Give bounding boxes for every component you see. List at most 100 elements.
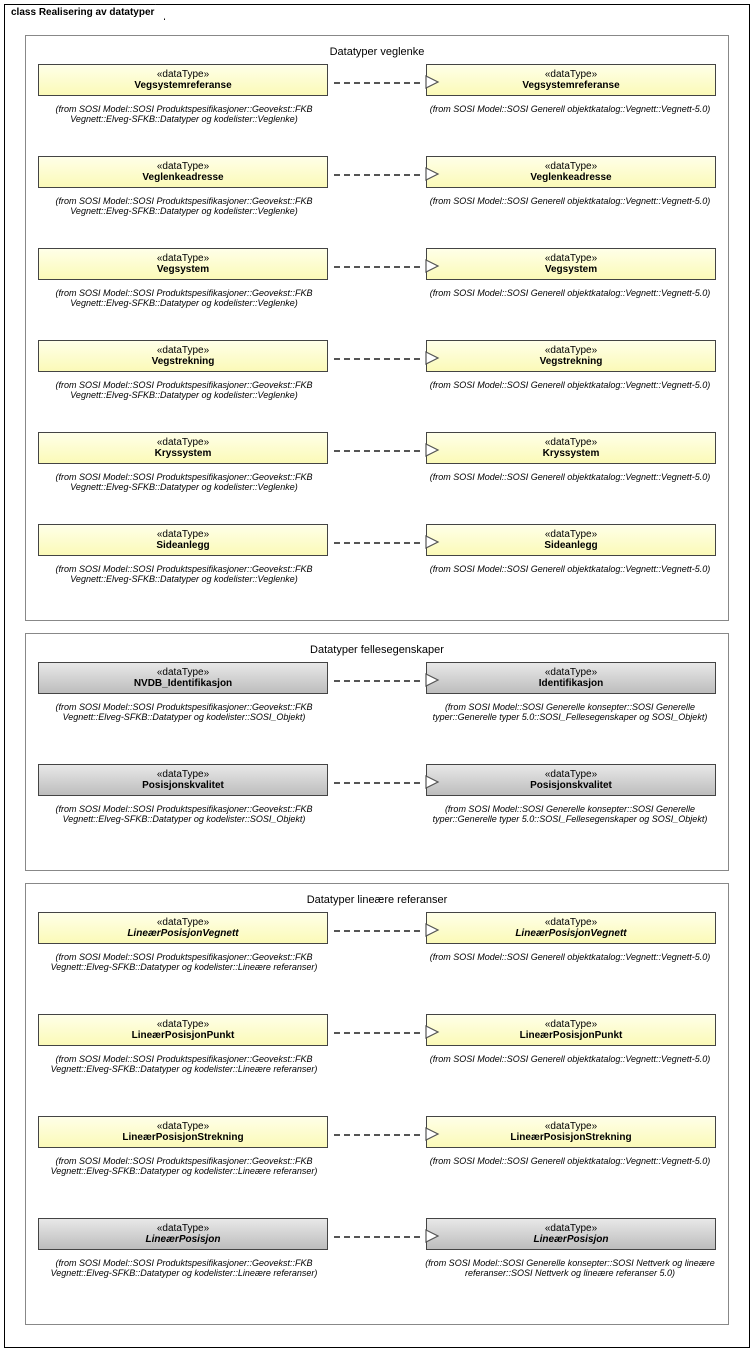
realization-pair: «dataType»Kryssystem(from SOSI Model::SO… [34, 432, 720, 522]
realization-pair: «dataType»Vegsystem(from SOSI Model::SOS… [34, 248, 720, 338]
node-name: Posisjonskvalitet [431, 780, 711, 791]
node-source-descr: (from SOSI Model::SOSI Produktspesifikas… [34, 1258, 334, 1279]
datatype-node: «dataType»Veglenkeadresse [38, 156, 328, 188]
stereotype-label: «dataType» [431, 1223, 711, 1234]
stereotype-label: «dataType» [43, 345, 323, 356]
stereotype-label: «dataType» [43, 253, 323, 264]
stereotype-label: «dataType» [431, 253, 711, 264]
stereotype-label: «dataType» [43, 769, 323, 780]
datatype-node: «dataType»LineærPosisjonPunkt [426, 1014, 716, 1046]
stereotype-label: «dataType» [43, 1223, 323, 1234]
frame-tab: class Realisering av datatyper [4, 4, 165, 20]
node-source-descr: (from SOSI Model::SOSI Produktspesifikas… [34, 952, 334, 973]
datatype-node: «dataType»Kryssystem [426, 432, 716, 464]
node-name: Kryssystem [43, 448, 323, 459]
stereotype-label: «dataType» [43, 1019, 323, 1030]
realization-arrow-line [334, 1134, 420, 1136]
datatype-node: «dataType»LineærPosisjonPunkt [38, 1014, 328, 1046]
node-source-descr: (from SOSI Model::SOSI Generell objektka… [420, 104, 720, 114]
node-source-descr: (from SOSI Model::SOSI Generell objektka… [420, 472, 720, 482]
stereotype-label: «dataType» [43, 161, 323, 172]
frame-type: class [11, 7, 36, 18]
datatype-node: «dataType»Sideanlegg [38, 524, 328, 556]
node-source-descr: (from SOSI Model::SOSI Produktspesifikas… [34, 196, 334, 217]
realization-arrow-line [334, 82, 420, 84]
node-name: LineærPosisjonVegnett [43, 928, 323, 939]
realization-pair: «dataType»Vegsystemreferanse(from SOSI M… [34, 64, 720, 154]
node-name: Vegsystemreferanse [431, 80, 711, 91]
node-source-descr: (from SOSI Model::SOSI Generell objektka… [420, 1054, 720, 1064]
realization-arrow-line [334, 450, 420, 452]
stereotype-label: «dataType» [43, 529, 323, 540]
stereotype-label: «dataType» [431, 769, 711, 780]
node-name: Sideanlegg [431, 540, 711, 551]
node-name: Vegsystem [43, 264, 323, 275]
datatype-node: «dataType»Vegsystem [426, 248, 716, 280]
realization-pair: «dataType»Sideanlegg(from SOSI Model::SO… [34, 524, 720, 614]
realization-pair: «dataType»Vegstrekning(from SOSI Model::… [34, 340, 720, 430]
datatype-node: «dataType»Vegstrekning [38, 340, 328, 372]
stereotype-label: «dataType» [431, 667, 711, 678]
node-source-descr: (from SOSI Model::SOSI Produktspesifikas… [34, 288, 334, 309]
node-name: Vegstrekning [43, 356, 323, 367]
realization-pair: «dataType»NVDB_Identifikasjon(from SOSI … [34, 662, 720, 762]
stereotype-label: «dataType» [43, 917, 323, 928]
datatype-node: «dataType»Vegsystemreferanse [38, 64, 328, 96]
node-name: Veglenkeadresse [431, 172, 711, 183]
node-name: LineærPosisjon [431, 1234, 711, 1245]
node-source-descr: (from SOSI Model::SOSI Generelle konsept… [420, 1258, 720, 1279]
realization-pair: «dataType»LineærPosisjonVegnett(from SOS… [34, 912, 720, 1012]
node-name: Vegstrekning [431, 356, 711, 367]
stereotype-label: «dataType» [431, 529, 711, 540]
node-name: Kryssystem [431, 448, 711, 459]
section-title: Datatyper veglenke [34, 44, 720, 64]
realization-arrow-line [334, 174, 420, 176]
realization-arrow-line [334, 680, 420, 682]
node-source-descr: (from SOSI Model::SOSI Generell objektka… [420, 380, 720, 390]
stereotype-label: «dataType» [43, 69, 323, 80]
realization-pair: «dataType»LineærPosisjonPunkt (from SOSI … [34, 1014, 720, 1114]
realization-pair: «dataType»LineærPosisjonStrekning(from S… [34, 1116, 720, 1216]
frame-title: Realisering av datatyper [39, 7, 155, 18]
stereotype-label: «dataType» [431, 917, 711, 928]
node-source-descr: (from SOSI Model::SOSI Produktspesifikas… [34, 804, 334, 825]
node-source-descr: (from SOSI Model::SOSI Generelle konsept… [420, 702, 720, 723]
realization-arrow-line [334, 930, 420, 932]
node-source-descr: (from SOSI Model::SOSI Generell objektka… [420, 564, 720, 574]
datatype-node: «dataType»NVDB_Identifikasjon [38, 662, 328, 694]
realization-arrow-line [334, 782, 420, 784]
datatype-node: «dataType»LineærPosisjonVegnett [426, 912, 716, 944]
node-source-descr: (from SOSI Model::SOSI Generelle konsept… [420, 804, 720, 825]
node-source-descr: (from SOSI Model::SOSI Generell objektka… [420, 1156, 720, 1166]
realization-arrow-line [334, 1032, 420, 1034]
section: Datatyper fellesegenskaper«dataType»NVDB… [25, 633, 729, 871]
node-name: LineærPosisjon [43, 1234, 323, 1245]
node-name: LineærPosisjonStrekning [431, 1132, 711, 1143]
datatype-node: «dataType»Vegsystemreferanse [426, 64, 716, 96]
stereotype-label: «dataType» [431, 1121, 711, 1132]
section: Datatyper lineære referanser«dataType»Li… [25, 883, 729, 1325]
node-name: Vegsystem [431, 264, 711, 275]
datatype-node: «dataType»Sideanlegg [426, 524, 716, 556]
section-title: Datatyper fellesegenskaper [34, 642, 720, 662]
node-source-descr: (from SOSI Model::SOSI Produktspesifikas… [34, 1054, 334, 1075]
realization-pair: «dataType»Posisjonskvalitet(from SOSI Mo… [34, 764, 720, 864]
realization-arrow-line [334, 358, 420, 360]
stereotype-label: «dataType» [43, 437, 323, 448]
datatype-node: «dataType»LineærPosisjon [38, 1218, 328, 1250]
stereotype-label: «dataType» [431, 69, 711, 80]
stereotype-label: «dataType» [431, 437, 711, 448]
datatype-node: «dataType»Kryssystem [38, 432, 328, 464]
node-name: Posisjonskvalitet [43, 780, 323, 791]
realization-arrow-line [334, 542, 420, 544]
realization-pair: «dataType»LineærPosisjon(from SOSI Model… [34, 1218, 720, 1318]
datatype-node: «dataType»LineærPosisjonStrekning [38, 1116, 328, 1148]
section: Datatyper veglenke«dataType»Vegsystemref… [25, 35, 729, 621]
node-name: NVDB_Identifikasjon [43, 678, 323, 689]
datatype-node: «dataType»Vegsystem [38, 248, 328, 280]
node-name: Sideanlegg [43, 540, 323, 551]
stereotype-label: «dataType» [43, 1121, 323, 1132]
node-source-descr: (from SOSI Model::SOSI Generell objektka… [420, 196, 720, 206]
diagram-frame: class Realisering av datatyper Datatyper… [4, 4, 750, 1348]
stereotype-label: «dataType» [431, 161, 711, 172]
